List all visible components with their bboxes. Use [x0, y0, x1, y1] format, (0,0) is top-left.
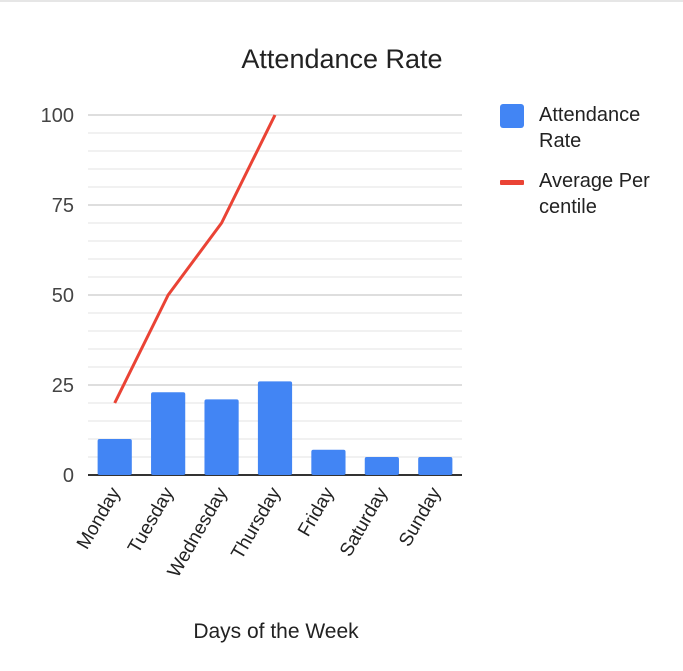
- bar[interactable]: [418, 457, 453, 475]
- bar[interactable]: [151, 392, 186, 475]
- x-axis-label: Days of the Week: [193, 620, 359, 643]
- x-tick-label: Saturday: [336, 484, 392, 561]
- chart-legend: Attendance Rate Average Percentile: [500, 102, 670, 234]
- bar[interactable]: [364, 457, 399, 475]
- legend-swatch-bar: [500, 104, 524, 128]
- y-tick-label: 0: [63, 465, 74, 487]
- y-axis-ticks: 0 25 50 75 100: [41, 105, 74, 487]
- x-tick-label: Tuesday: [124, 484, 179, 557]
- x-tick-label: Monday: [73, 484, 125, 553]
- y-tick-label: 25: [52, 375, 74, 397]
- x-tick-label: Thursday: [228, 484, 286, 564]
- gridlines: [88, 114, 462, 476]
- legend-label-average-percentile: Average Percentile: [539, 170, 650, 218]
- x-tick-label: Friday: [294, 484, 339, 541]
- y-tick-label: 100: [41, 105, 74, 127]
- legend-label-attendance: Attendance Rate: [539, 104, 641, 152]
- top-divider: [0, 0, 683, 2]
- y-tick-label: 50: [52, 285, 74, 307]
- y-tick-label: 75: [52, 195, 74, 217]
- bar[interactable]: [257, 381, 293, 475]
- bar[interactable]: [97, 439, 132, 475]
- bar[interactable]: [311, 449, 346, 475]
- bar-series: [97, 381, 453, 475]
- legend-item-average-percentile[interactable]: Average Percentile: [500, 168, 670, 220]
- bar[interactable]: [204, 399, 239, 475]
- x-tick-label: Sunday: [395, 484, 446, 551]
- line-series: [113, 114, 277, 404]
- chart-title: Attendance Rate: [241, 44, 442, 74]
- legend-item-attendance[interactable]: Attendance Rate: [500, 102, 670, 154]
- legend-swatch-line: [500, 180, 524, 185]
- line-path[interactable]: [113, 114, 277, 404]
